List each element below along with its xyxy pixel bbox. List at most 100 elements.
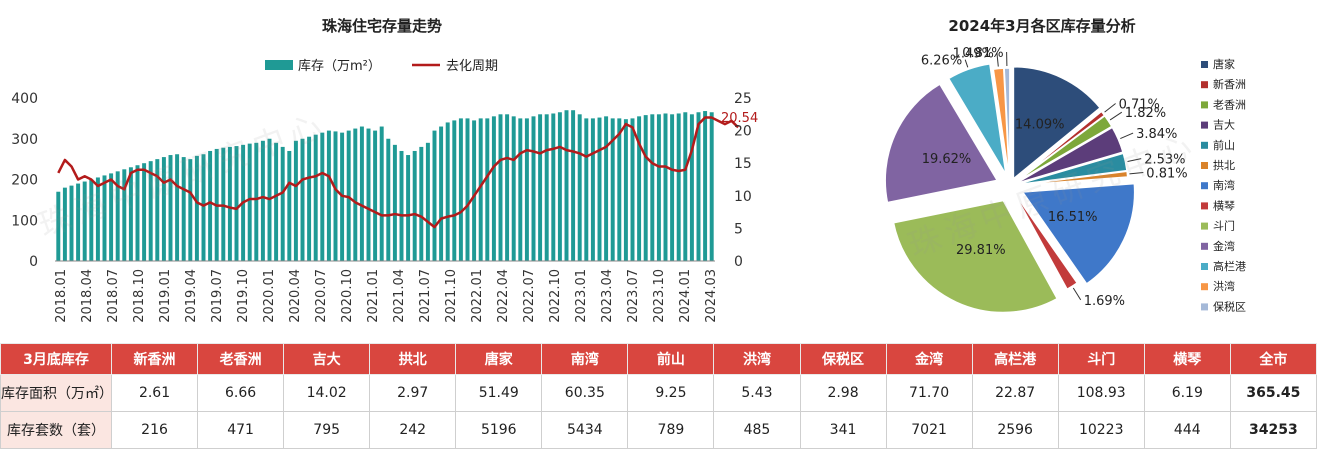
bar <box>670 114 675 261</box>
bar <box>577 114 582 261</box>
bar <box>663 113 668 261</box>
bar <box>465 118 470 262</box>
bar <box>551 113 556 261</box>
bar <box>472 120 477 261</box>
line-group <box>57 116 739 229</box>
pie-legend-swatch <box>1201 222 1208 230</box>
y-left-tick: 300 <box>11 132 38 148</box>
pie-data-label: 0.81% <box>962 46 1003 61</box>
table-header-row: 3月底库存 新香洲 老香洲 吉大 拱北 唐家 南湾 前山 洪湾 保税区 金湾 高栏港 斗门 横琴 全市 <box>0 343 1317 375</box>
pie-legend-label: 洪湾 <box>1213 279 1235 293</box>
bar <box>89 179 94 261</box>
bar <box>571 110 576 261</box>
x-tick-label: 2022.07 <box>522 269 537 323</box>
pie-legend-label: 前山 <box>1213 138 1235 152</box>
legend-bar-swatch <box>265 60 293 70</box>
bar <box>208 150 213 261</box>
bar <box>359 126 364 261</box>
series-line <box>57 116 739 229</box>
bar <box>392 144 397 261</box>
bar <box>161 157 166 261</box>
bar <box>656 114 661 261</box>
table-row-label: 库存套数（套） <box>0 411 112 449</box>
bar <box>452 120 457 261</box>
bar <box>188 159 193 262</box>
line-chart-title: 珠海住宅存量走势 <box>322 17 442 35</box>
pie-leader-line <box>964 59 969 68</box>
bar <box>148 161 153 261</box>
table-row: 库存面积（万㎡） 2.61 6.66 14.02 2.97 51.49 60.35 9.25 5… <box>0 374 1317 412</box>
x-tick-label: 2023.07 <box>626 269 641 323</box>
x-axis: 2018.01 2018.04 2018.07 2018.10 2019.01 2019.… <box>54 260 719 323</box>
bar <box>531 116 536 261</box>
bar <box>617 118 622 262</box>
pie-legend-swatch <box>1201 101 1208 109</box>
x-tick-label: 2022.01 <box>470 269 485 323</box>
bar <box>307 136 312 261</box>
bar <box>115 171 120 261</box>
x-tick-label: 2018.07 <box>106 269 121 323</box>
x-tick-label: 2022.04 <box>496 269 511 323</box>
table-body: 库存面积（万㎡） 2.61 6.66 14.02 2.97 51.49 60.35 9.25 5… <box>0 374 1317 449</box>
x-tick-label: 2021.07 <box>418 269 433 323</box>
bar <box>683 112 688 261</box>
y-right-tick: 10 <box>734 189 752 205</box>
bar <box>181 157 186 261</box>
bar <box>254 142 259 261</box>
y-left-tick: 200 <box>11 173 38 189</box>
bar <box>293 140 298 261</box>
bar <box>386 138 391 261</box>
pie-slice <box>947 63 1007 176</box>
table-cell: 216 <box>110 411 199 449</box>
y-right-tick: 15 <box>734 156 752 172</box>
table-cell: 365.45 <box>1229 374 1317 412</box>
table-header-corner: 3月底库存 <box>0 343 112 375</box>
pie-leader-line <box>1120 132 1134 140</box>
bar <box>62 187 67 261</box>
pie-legend-label: 老香洲 <box>1213 98 1246 111</box>
pie-legend-swatch <box>1201 81 1208 89</box>
x-tick-label: 2023.01 <box>574 269 589 323</box>
bar <box>696 112 701 261</box>
bar <box>412 150 417 261</box>
y-left-tick: 0 <box>29 254 38 270</box>
pie-data-label: 1.49% <box>953 47 994 62</box>
x-tick-label: 2018.01 <box>54 269 69 323</box>
bar <box>491 116 496 261</box>
bar <box>194 155 199 261</box>
bar <box>168 155 173 261</box>
x-tick-label: 2018.10 <box>132 269 147 323</box>
bar <box>227 146 232 261</box>
table-cell: 242 <box>369 411 457 449</box>
pie-legend-label: 新香洲 <box>1213 77 1246 91</box>
pie-legend-label: 横琴 <box>1213 198 1235 212</box>
pie-legend-swatch <box>1201 121 1208 129</box>
bar <box>320 132 325 261</box>
pie-leader-line <box>996 52 999 67</box>
bar <box>333 131 338 261</box>
pie-legend-label: 斗门 <box>1213 219 1235 233</box>
pie-legend-swatch <box>1201 61 1208 68</box>
bar <box>703 111 708 261</box>
bar <box>82 181 87 261</box>
table-cell: 6.19 <box>1143 374 1231 412</box>
line-chart-legend: 库存（万m²） 去化周期 <box>265 58 498 74</box>
bar <box>346 130 351 261</box>
bar <box>584 118 589 262</box>
last-value-label: 20.54 <box>721 111 758 126</box>
bar <box>590 118 595 262</box>
bar <box>109 173 114 261</box>
table-cell: 51.49 <box>455 374 543 412</box>
pie-slice <box>1012 66 1102 181</box>
bar <box>142 163 147 261</box>
bar <box>102 175 107 261</box>
table-cell: 108.93 <box>1057 374 1145 412</box>
pie-data-label: 0.81% <box>1146 167 1187 182</box>
pie-data-label: 19.62% <box>922 152 972 167</box>
x-tick-label: 2020.01 <box>262 269 277 323</box>
table-header-cell: 洪湾 <box>713 343 801 375</box>
table-header-cell: 前山 <box>627 343 715 375</box>
pie-legend-label: 吉大 <box>1213 118 1235 132</box>
bar <box>399 150 404 261</box>
legend-bar-label: 库存（万m²） <box>298 58 381 74</box>
